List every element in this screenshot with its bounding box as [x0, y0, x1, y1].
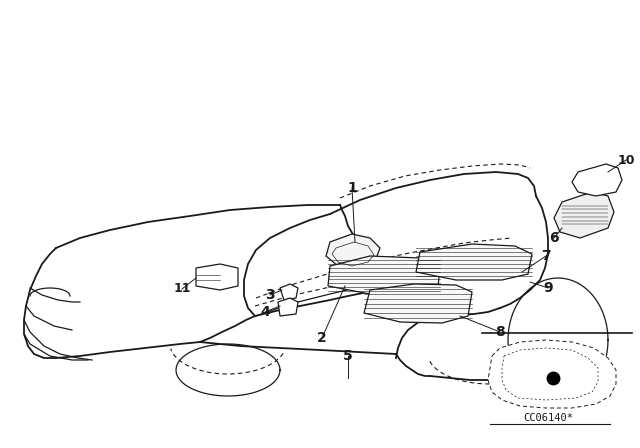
Text: 4: 4: [260, 305, 270, 319]
Text: 7: 7: [541, 249, 551, 263]
Polygon shape: [364, 284, 472, 323]
Text: 9: 9: [543, 281, 553, 295]
Polygon shape: [328, 256, 440, 295]
Polygon shape: [280, 284, 298, 300]
Polygon shape: [416, 244, 532, 280]
Text: 5: 5: [343, 349, 353, 363]
Polygon shape: [554, 192, 614, 238]
Polygon shape: [488, 340, 616, 408]
Polygon shape: [278, 298, 298, 316]
Text: 10: 10: [617, 154, 635, 167]
Text: CC06140*: CC06140*: [523, 413, 573, 423]
Text: 6: 6: [549, 231, 559, 245]
Text: 8: 8: [495, 325, 505, 339]
Polygon shape: [196, 264, 238, 290]
Polygon shape: [326, 234, 380, 270]
Text: 2: 2: [317, 331, 327, 345]
Text: 3: 3: [265, 288, 275, 302]
Text: 1: 1: [347, 181, 357, 195]
Polygon shape: [572, 164, 622, 196]
Text: 11: 11: [173, 283, 191, 296]
